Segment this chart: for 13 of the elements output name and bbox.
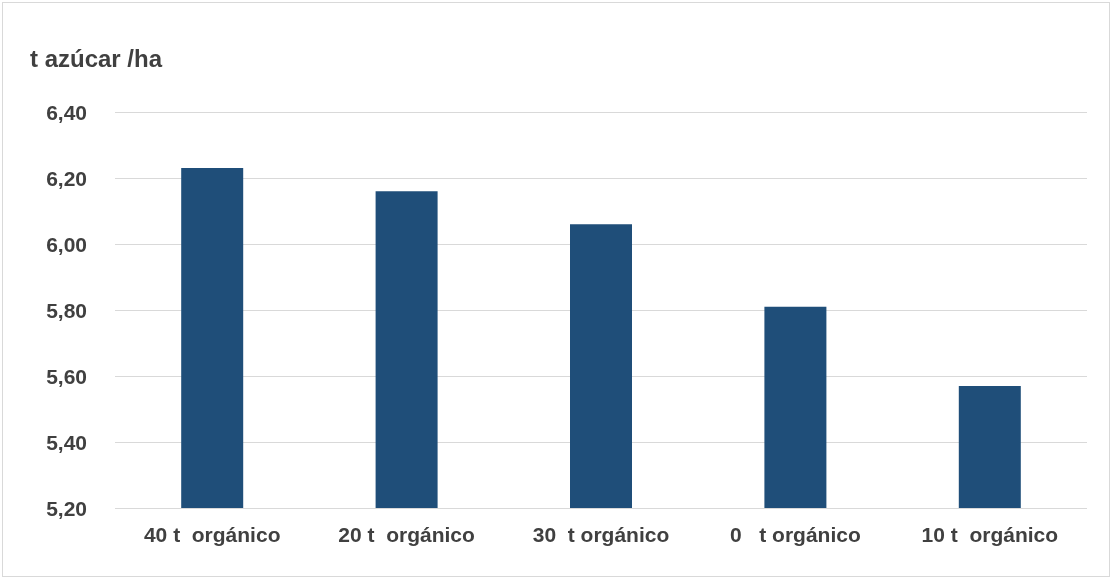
x-tick-label: 20 t orgánico [338,523,475,546]
y-tick-label: 5,20 [46,496,87,520]
x-tick-label: 30 t orgánico [532,523,670,546]
y-tick-label: 6,00 [46,232,87,256]
x-tick-label: 10 t orgánico [921,523,1059,546]
y-tick-label: 6,40 [46,100,87,124]
y-tick-label: 6,20 [46,166,87,190]
x-tick-label: 40 t orgánico [143,523,281,546]
y-tick-label: 5,60 [46,364,87,388]
chart-title: t azúcar /ha [30,44,163,72]
y-tick-label: 5,40 [46,430,87,454]
y-tick-label: 5,80 [46,298,87,322]
x-tick-label: 0 t orgánico [730,523,861,546]
